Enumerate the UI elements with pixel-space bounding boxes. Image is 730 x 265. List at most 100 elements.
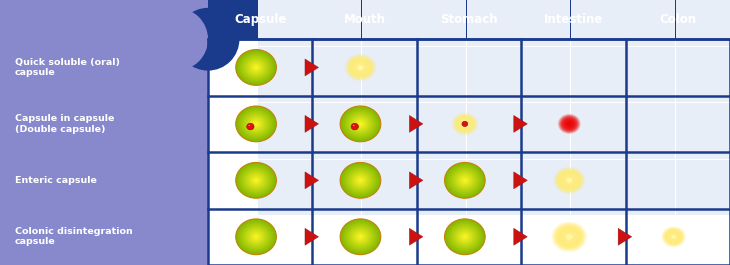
Ellipse shape [557, 170, 581, 191]
Polygon shape [305, 59, 318, 76]
Ellipse shape [239, 108, 274, 139]
Ellipse shape [562, 117, 577, 130]
Ellipse shape [450, 224, 479, 249]
Ellipse shape [458, 230, 472, 243]
Ellipse shape [360, 67, 361, 68]
Ellipse shape [347, 56, 373, 78]
Ellipse shape [249, 117, 264, 130]
Ellipse shape [244, 57, 268, 78]
Ellipse shape [554, 167, 585, 193]
Ellipse shape [253, 234, 259, 240]
Ellipse shape [557, 226, 581, 247]
Ellipse shape [358, 122, 363, 126]
Ellipse shape [671, 234, 677, 240]
Bar [0, 0, 177, 70]
Ellipse shape [342, 164, 380, 197]
Ellipse shape [343, 165, 378, 196]
Ellipse shape [462, 122, 468, 126]
Ellipse shape [360, 180, 361, 181]
Ellipse shape [352, 60, 369, 75]
Ellipse shape [343, 108, 378, 139]
Ellipse shape [555, 168, 584, 193]
Ellipse shape [564, 176, 574, 184]
Ellipse shape [349, 227, 372, 247]
Ellipse shape [353, 173, 369, 187]
Ellipse shape [563, 118, 576, 130]
Ellipse shape [238, 108, 274, 140]
Ellipse shape [242, 169, 269, 192]
Ellipse shape [239, 222, 273, 252]
Ellipse shape [567, 122, 571, 126]
Ellipse shape [359, 179, 362, 182]
Ellipse shape [667, 231, 680, 242]
Ellipse shape [342, 108, 379, 140]
Ellipse shape [341, 107, 380, 141]
Ellipse shape [464, 236, 466, 238]
Ellipse shape [448, 222, 482, 252]
Ellipse shape [559, 228, 579, 245]
Ellipse shape [450, 168, 479, 193]
Ellipse shape [462, 121, 468, 126]
Ellipse shape [566, 178, 572, 183]
Ellipse shape [240, 54, 272, 81]
Ellipse shape [558, 114, 581, 134]
Ellipse shape [252, 64, 260, 71]
Ellipse shape [350, 59, 371, 76]
Ellipse shape [249, 230, 264, 243]
Ellipse shape [249, 61, 264, 74]
Ellipse shape [239, 165, 273, 195]
Ellipse shape [345, 110, 377, 138]
Text: Quick soluble (oral)
capsule: Quick soluble (oral) capsule [15, 58, 120, 77]
Ellipse shape [462, 235, 467, 239]
Ellipse shape [561, 230, 577, 243]
Ellipse shape [351, 123, 358, 130]
Ellipse shape [458, 174, 472, 186]
Ellipse shape [347, 225, 374, 249]
Ellipse shape [251, 120, 261, 128]
Ellipse shape [453, 114, 477, 134]
Ellipse shape [559, 115, 580, 133]
Ellipse shape [461, 121, 468, 127]
Ellipse shape [569, 180, 570, 181]
Ellipse shape [356, 63, 365, 72]
Ellipse shape [348, 57, 372, 78]
Ellipse shape [253, 177, 259, 183]
Ellipse shape [345, 110, 376, 138]
Ellipse shape [358, 65, 364, 70]
Ellipse shape [662, 227, 685, 246]
Ellipse shape [356, 233, 364, 240]
Ellipse shape [448, 165, 482, 195]
Ellipse shape [237, 220, 275, 253]
Ellipse shape [242, 168, 270, 193]
Bar [0, 0, 208, 265]
Ellipse shape [556, 225, 583, 249]
Ellipse shape [350, 171, 372, 190]
Ellipse shape [345, 223, 377, 251]
Ellipse shape [456, 173, 474, 188]
Ellipse shape [464, 236, 466, 237]
Ellipse shape [350, 171, 371, 189]
Bar [362, 103, 466, 158]
Ellipse shape [243, 56, 269, 79]
Ellipse shape [355, 176, 366, 185]
Ellipse shape [347, 112, 374, 136]
Ellipse shape [348, 170, 372, 191]
Ellipse shape [453, 170, 477, 191]
Ellipse shape [460, 176, 469, 184]
Ellipse shape [447, 165, 483, 196]
Ellipse shape [360, 123, 361, 125]
Ellipse shape [556, 169, 583, 192]
Ellipse shape [454, 115, 475, 133]
Ellipse shape [563, 232, 575, 242]
Ellipse shape [560, 116, 578, 132]
Ellipse shape [565, 177, 573, 184]
Ellipse shape [563, 175, 576, 186]
Ellipse shape [240, 166, 272, 195]
Ellipse shape [255, 179, 258, 182]
Ellipse shape [449, 223, 480, 250]
Ellipse shape [250, 118, 262, 129]
Ellipse shape [354, 118, 367, 130]
Ellipse shape [247, 116, 265, 132]
Ellipse shape [673, 236, 674, 237]
Bar [466, 47, 570, 102]
